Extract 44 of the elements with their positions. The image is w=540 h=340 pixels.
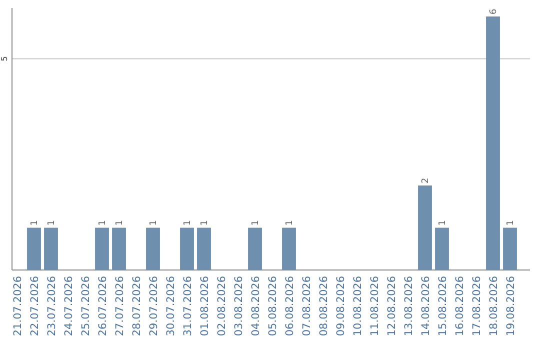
data-label: 1 [149, 220, 159, 226]
x-tick-label: 05.08.2026 [267, 276, 279, 336]
data-label: 1 [115, 220, 125, 226]
data-label: 1 [183, 220, 193, 226]
x-tick-label: 15.08.2026 [437, 276, 449, 336]
x-tick-label: 30.07.2026 [165, 276, 177, 336]
x-tick-label: 13.08.2026 [403, 276, 415, 336]
x-tick-label: 04.08.2026 [250, 276, 262, 336]
x-tick-label: 06.08.2026 [284, 276, 296, 336]
x-tick-label: 03.08.2026 [233, 276, 245, 336]
x-tick-label: 28.07.2026 [131, 276, 143, 336]
x-tick-label: 26.07.2026 [97, 276, 109, 336]
data-label: 1 [30, 220, 40, 226]
data-label: 1 [200, 220, 210, 226]
data-label: 1 [47, 220, 57, 226]
x-tick-label: 14.08.2026 [420, 276, 432, 336]
x-tick-label: 25.07.2026 [80, 276, 92, 336]
x-tick-label: 23.07.2026 [46, 276, 58, 336]
x-tick-label: 02.08.2026 [216, 276, 228, 336]
data-label: 1 [438, 220, 448, 226]
x-tick-label: 11.08.2026 [369, 276, 381, 336]
data-label: 1 [506, 220, 516, 226]
x-tick-label: 19.08.2026 [505, 276, 517, 336]
y-tick-label: 5 [0, 56, 9, 62]
x-tick-label: 21.07.2026 [12, 276, 24, 336]
data-label: 1 [98, 220, 108, 226]
x-tick-label: 10.08.2026 [352, 276, 364, 336]
data-label: 2 [421, 178, 431, 184]
x-tick-label: 12.08.2026 [386, 276, 398, 336]
x-tick-label: 18.08.2026 [488, 276, 500, 336]
x-tick-label: 31.07.2026 [182, 276, 194, 336]
x-tick-label: 01.08.2026 [199, 276, 211, 336]
data-label: 6 [489, 8, 499, 14]
x-tick-label: 29.07.2026 [148, 276, 160, 336]
data-label: 1 [285, 220, 295, 226]
data-label: 1 [251, 220, 261, 226]
x-tick-label: 08.08.2026 [318, 276, 330, 336]
x-tick-label: 17.08.2026 [471, 276, 483, 336]
x-tick-label: 27.07.2026 [114, 276, 126, 336]
x-tick-label: 07.08.2026 [301, 276, 313, 336]
x-tick-label: 16.08.2026 [454, 276, 466, 336]
x-tick-label: 09.08.2026 [335, 276, 347, 336]
x-tick-label: 24.07.2026 [63, 276, 75, 336]
x-tick-label: 22.07.2026 [29, 276, 41, 336]
